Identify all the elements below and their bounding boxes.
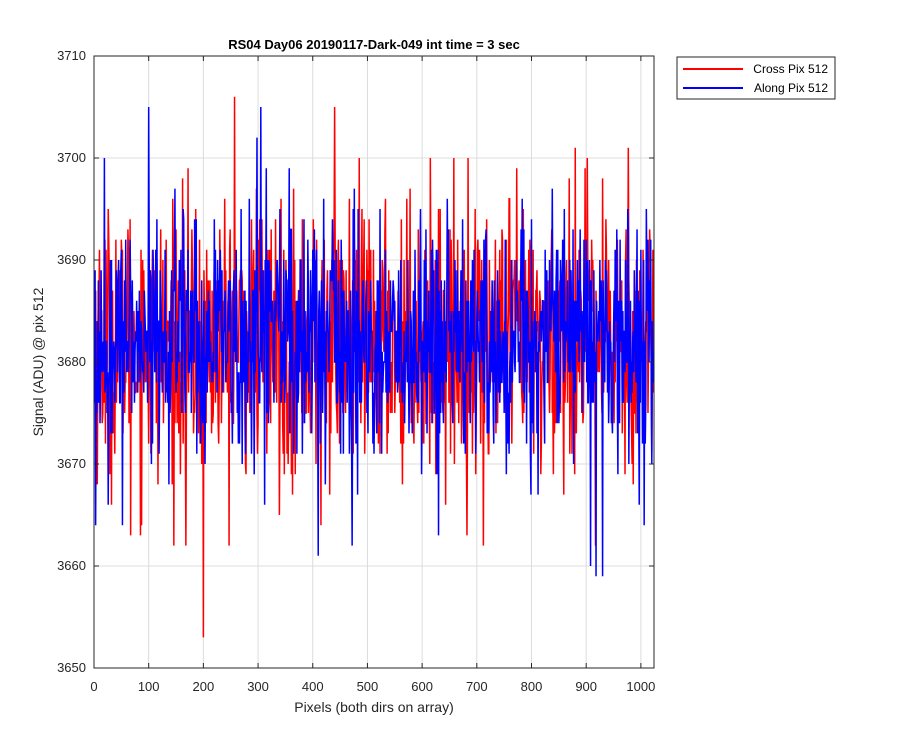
plot-clip-region bbox=[94, 96, 654, 638]
x-tick-label: 300 bbox=[247, 679, 269, 694]
y-tick-label: 3660 bbox=[57, 558, 86, 573]
y-tick-label: 3700 bbox=[57, 150, 86, 165]
legend: Cross Pix 512 Along Pix 512 bbox=[676, 56, 836, 100]
x-tick-label: 800 bbox=[521, 679, 543, 694]
y-tick-label: 3680 bbox=[57, 354, 86, 369]
x-tick-label: 900 bbox=[575, 679, 597, 694]
series-line-along bbox=[94, 106, 654, 577]
x-tick-label: 1000 bbox=[626, 679, 655, 694]
y-axis-label: Signal (ADU) @ pix 512 bbox=[30, 287, 46, 436]
chart-title: RS04 Day06 20190117-Dark-049 int time = … bbox=[228, 37, 520, 52]
legend-label-along: Along Pix 512 bbox=[754, 81, 828, 95]
y-tick-label: 3670 bbox=[57, 456, 86, 471]
x-tick-label: 0 bbox=[90, 679, 97, 694]
axis-ticks: 0 100 200 300 400 500 600 700 800 900 1000 3650 3660… bbox=[57, 48, 655, 694]
legend-box bbox=[676, 56, 836, 100]
x-tick-label: 600 bbox=[411, 679, 433, 694]
x-tick-label: 400 bbox=[302, 679, 324, 694]
series-lines bbox=[94, 96, 654, 638]
y-tick-label: 3650 bbox=[57, 660, 86, 675]
y-tick-label: 3690 bbox=[57, 252, 86, 267]
x-tick-label: 200 bbox=[193, 679, 215, 694]
x-axis-label: Pixels (both dirs on array) bbox=[294, 699, 454, 715]
x-tick-label: 500 bbox=[357, 679, 379, 694]
y-tick-label: 3710 bbox=[57, 48, 86, 63]
legend-label-cross: Cross Pix 512 bbox=[753, 62, 828, 76]
x-tick-label: 700 bbox=[466, 679, 488, 694]
x-tick-label: 100 bbox=[138, 679, 160, 694]
